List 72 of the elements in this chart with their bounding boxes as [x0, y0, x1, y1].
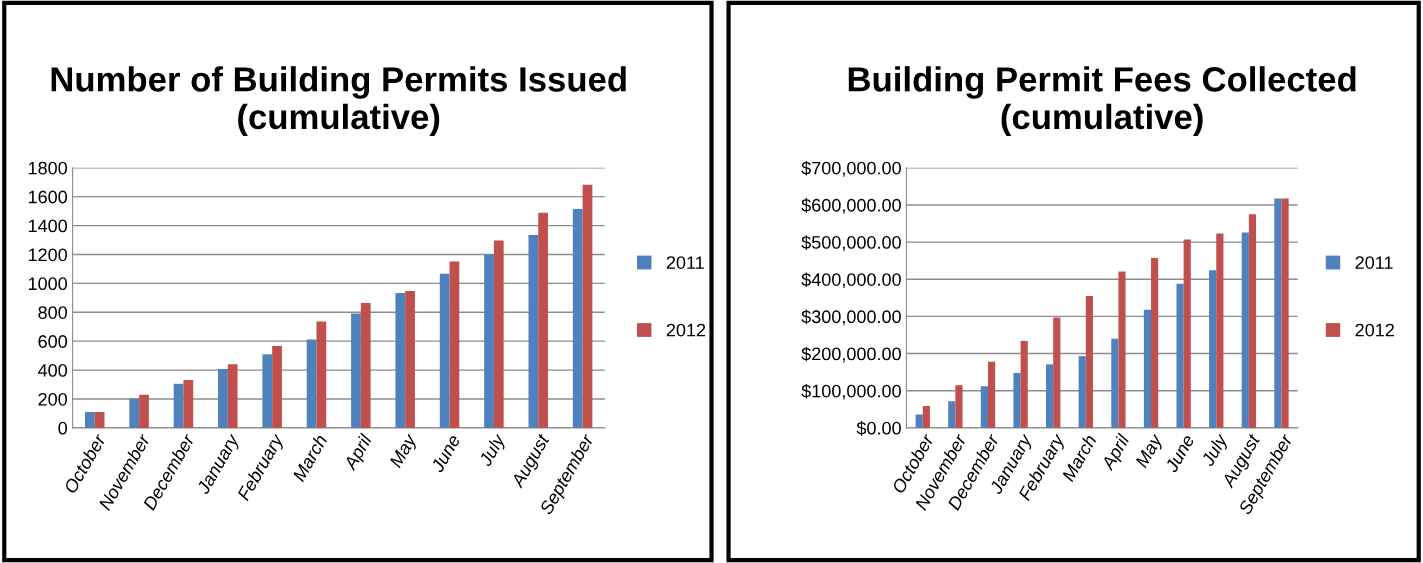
bar [1020, 340, 1028, 428]
bar [1274, 198, 1282, 428]
y-tick-label: 1800 [28, 161, 68, 175]
y-tick-label: $300,000.00 [801, 309, 901, 326]
bar [449, 261, 460, 428]
y-tick-label: $100,000.00 [801, 383, 901, 400]
y-tick-label: 400 [38, 364, 68, 377]
bar [484, 254, 494, 428]
y-tick-label: 1200 [28, 248, 68, 262]
bar [1216, 233, 1224, 428]
bar [360, 302, 371, 428]
bar [84, 411, 95, 428]
bar [1111, 338, 1119, 428]
bar [227, 364, 238, 428]
bar [1176, 283, 1184, 428]
y-tick-label: $0.00 [856, 421, 901, 436]
bar [987, 361, 996, 428]
bar [1183, 239, 1191, 428]
bar [1281, 198, 1289, 428]
bar [1209, 270, 1217, 428]
bar [1013, 372, 1021, 428]
bar [1241, 232, 1249, 428]
bar [955, 385, 963, 428]
bar [183, 379, 194, 428]
bar [94, 411, 105, 428]
bar [582, 184, 593, 428]
y-tick-label: 0 [58, 421, 68, 435]
bar [139, 394, 149, 428]
bar [980, 386, 988, 428]
bar [316, 321, 327, 428]
bar [1248, 214, 1257, 428]
y-tick-label: 800 [38, 306, 68, 319]
y-tick-label: 600 [38, 335, 68, 348]
bar [306, 339, 317, 428]
bar [129, 398, 140, 428]
legend-label: 2012 [666, 323, 706, 337]
bar [1053, 317, 1061, 428]
bar [262, 354, 273, 428]
bar [915, 414, 923, 428]
bar [493, 240, 504, 428]
y-tick-label: $200,000.00 [801, 346, 901, 363]
y-tick-label: $400,000.00 [801, 272, 901, 289]
y-tick-label: 1400 [28, 219, 68, 233]
bar [948, 401, 956, 428]
bar [1143, 309, 1152, 428]
bar [1151, 258, 1159, 428]
bar [405, 290, 415, 428]
legend-label: 2012 [1355, 323, 1394, 337]
bar [572, 208, 583, 428]
bar [538, 212, 549, 428]
bar [272, 345, 282, 428]
bar [1046, 364, 1054, 428]
y-tick-label: 1000 [28, 277, 68, 291]
legend-label: 2011 [666, 256, 704, 269]
legend-label: 2011 [1355, 256, 1393, 269]
bar [1118, 271, 1126, 428]
y-tick-label: $700,000.00 [801, 160, 901, 177]
y-tick-label: $600,000.00 [801, 198, 901, 214]
bar [922, 405, 930, 428]
chart-title: Building Permit Fees Collected (cumulative) [848, 66, 1356, 137]
bar [351, 313, 361, 428]
bar [439, 273, 450, 428]
y-tick-label: 200 [38, 392, 68, 406]
bar [1085, 295, 1093, 428]
bar [1078, 356, 1086, 428]
bar [218, 368, 228, 428]
chart-title: Number of Building Permits Issued (cumulative) [51, 66, 626, 137]
y-tick-label: 1600 [28, 190, 68, 204]
bar [173, 383, 184, 428]
bar [528, 234, 539, 428]
y-tick-label: $500,000.00 [801, 235, 901, 251]
bar [395, 293, 406, 428]
